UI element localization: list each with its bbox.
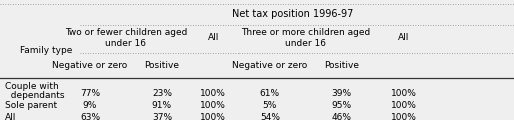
- Text: 100%: 100%: [391, 101, 416, 110]
- Text: Net tax position 1996-97: Net tax position 1996-97: [232, 9, 354, 19]
- Text: 54%: 54%: [260, 113, 280, 120]
- Text: Negative or zero: Negative or zero: [52, 61, 127, 70]
- Text: 100%: 100%: [200, 89, 226, 98]
- Text: 46%: 46%: [332, 113, 352, 120]
- Text: 5%: 5%: [263, 101, 277, 110]
- Text: Couple with: Couple with: [5, 82, 59, 91]
- Text: Three or more children aged
under 16: Three or more children aged under 16: [241, 28, 371, 48]
- Text: 100%: 100%: [200, 113, 226, 120]
- Text: 91%: 91%: [152, 101, 172, 110]
- Text: 9%: 9%: [83, 101, 97, 110]
- Text: 95%: 95%: [332, 101, 352, 110]
- Text: Sole parent: Sole parent: [5, 101, 57, 110]
- Text: Negative or zero: Negative or zero: [232, 61, 307, 70]
- Text: 37%: 37%: [152, 113, 172, 120]
- Text: 100%: 100%: [391, 89, 416, 98]
- Text: All: All: [208, 33, 219, 42]
- Text: 100%: 100%: [200, 101, 226, 110]
- Text: All: All: [398, 33, 409, 42]
- Text: Two or fewer children aged
under 16: Two or fewer children aged under 16: [65, 28, 187, 48]
- Text: 39%: 39%: [332, 89, 352, 98]
- Text: Family type: Family type: [20, 46, 72, 55]
- Text: 61%: 61%: [260, 89, 280, 98]
- Text: 100%: 100%: [391, 113, 416, 120]
- Text: 23%: 23%: [152, 89, 172, 98]
- Text: 63%: 63%: [80, 113, 100, 120]
- Text: All: All: [5, 113, 16, 120]
- Text: Positive: Positive: [144, 61, 179, 70]
- Text: 77%: 77%: [80, 89, 100, 98]
- Text: Positive: Positive: [324, 61, 359, 70]
- Text: dependants: dependants: [5, 91, 65, 101]
